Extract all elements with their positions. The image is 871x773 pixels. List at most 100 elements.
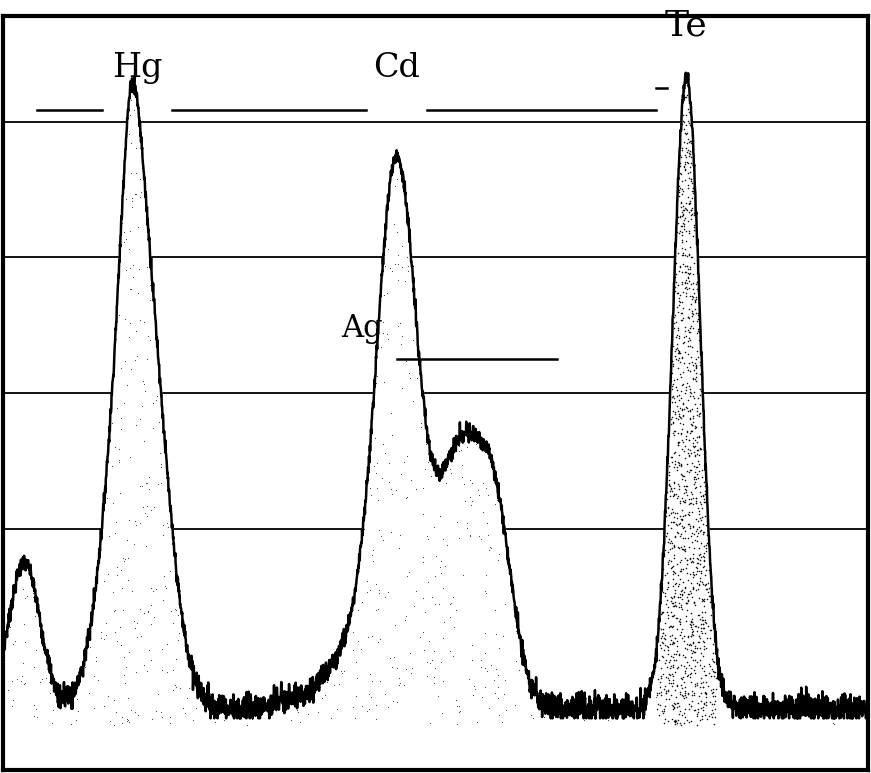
Point — [677, 398, 691, 410]
Point — [666, 654, 680, 666]
Point — [26, 591, 40, 604]
Point — [129, 141, 143, 154]
Point — [383, 262, 397, 274]
Point — [369, 713, 383, 726]
Point — [679, 383, 693, 396]
Point — [699, 479, 713, 492]
Point — [672, 186, 685, 198]
Point — [686, 268, 700, 281]
Point — [655, 629, 669, 642]
Point — [683, 434, 697, 447]
Point — [437, 615, 451, 628]
Point — [699, 519, 712, 531]
Point — [679, 598, 692, 610]
Point — [685, 146, 699, 158]
Point — [696, 649, 710, 662]
Point — [680, 630, 694, 642]
Point — [27, 699, 41, 711]
Point — [675, 182, 689, 195]
Point — [415, 482, 429, 494]
Point — [665, 485, 679, 498]
Point — [682, 247, 696, 260]
Point — [684, 351, 698, 363]
Point — [672, 287, 685, 299]
Point — [674, 196, 688, 208]
Point — [694, 702, 708, 714]
Point — [165, 617, 179, 629]
Point — [669, 315, 683, 328]
Point — [700, 632, 714, 644]
Point — [334, 666, 348, 678]
Point — [654, 632, 668, 644]
Point — [684, 101, 698, 114]
Point — [415, 592, 429, 604]
Point — [89, 651, 103, 663]
Point — [685, 626, 699, 638]
Point — [683, 166, 697, 179]
Point — [97, 632, 111, 645]
Point — [699, 542, 713, 554]
Point — [680, 250, 694, 262]
Point — [676, 247, 690, 260]
Point — [397, 679, 411, 691]
Point — [696, 561, 710, 574]
Point — [667, 477, 681, 489]
Point — [700, 515, 714, 527]
Point — [669, 487, 683, 499]
Point — [674, 672, 688, 684]
Point — [99, 628, 113, 641]
Point — [672, 226, 685, 239]
Point — [398, 274, 412, 287]
Point — [492, 548, 506, 560]
Point — [665, 651, 679, 663]
Point — [705, 652, 719, 665]
Point — [480, 444, 494, 457]
Point — [696, 622, 710, 635]
Point — [689, 371, 703, 383]
Point — [671, 696, 685, 709]
Point — [665, 562, 679, 574]
Point — [690, 275, 704, 288]
Point — [675, 492, 689, 504]
Point — [388, 650, 402, 662]
Point — [8, 635, 22, 648]
Point — [662, 468, 676, 481]
Point — [140, 665, 154, 677]
Point — [678, 586, 692, 598]
Point — [85, 613, 99, 625]
Point — [672, 455, 685, 468]
Point — [672, 427, 685, 439]
Point — [669, 691, 683, 703]
Point — [685, 310, 699, 322]
Point — [672, 597, 686, 609]
Point — [678, 325, 692, 338]
Point — [676, 286, 690, 298]
Point — [679, 662, 693, 674]
Point — [687, 209, 701, 222]
Point — [432, 598, 446, 610]
Point — [680, 260, 694, 272]
Point — [653, 638, 667, 651]
Point — [665, 542, 679, 554]
Point — [436, 676, 450, 688]
Point — [698, 550, 712, 563]
Point — [136, 374, 150, 386]
Point — [679, 562, 693, 574]
Point — [166, 664, 180, 676]
Point — [333, 678, 347, 690]
Point — [390, 696, 404, 709]
Point — [679, 155, 692, 168]
Point — [667, 647, 681, 659]
Point — [677, 445, 691, 458]
Point — [449, 516, 463, 528]
Point — [686, 583, 700, 595]
Point — [692, 297, 706, 309]
Point — [678, 277, 692, 289]
Point — [696, 490, 710, 502]
Point — [697, 696, 711, 709]
Point — [686, 446, 700, 458]
Point — [655, 704, 669, 717]
Point — [693, 479, 707, 492]
Point — [683, 380, 697, 393]
Point — [681, 115, 695, 128]
